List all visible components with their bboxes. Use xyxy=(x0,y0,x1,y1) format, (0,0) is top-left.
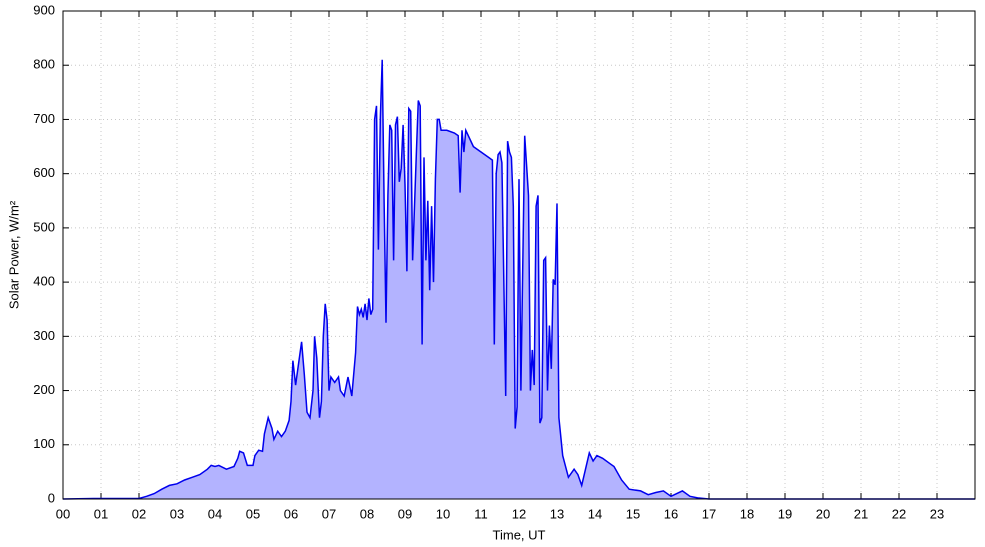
y-tick-label: 300 xyxy=(33,328,55,343)
x-tick-label: 12 xyxy=(512,506,526,521)
x-axis-label: Time, UT xyxy=(493,527,546,542)
x-tick-label: 21 xyxy=(854,506,868,521)
x-tick-label: 10 xyxy=(436,506,450,521)
area-line xyxy=(62,59,975,500)
x-tick-label: 22 xyxy=(892,506,906,521)
x-tick-label: 01 xyxy=(94,506,108,521)
y-tick-label: 700 xyxy=(33,111,55,126)
x-tick-label: 14 xyxy=(588,506,602,521)
x-tick-label: 18 xyxy=(740,506,754,521)
x-tick-label: 07 xyxy=(322,506,336,521)
x-tick-label: 13 xyxy=(550,506,564,521)
y-tick-label: 0 xyxy=(48,490,55,505)
x-tick-label: 04 xyxy=(208,506,222,521)
x-tick-label: 02 xyxy=(132,506,146,521)
x-tick-label: 06 xyxy=(284,506,298,521)
x-tick-label: 03 xyxy=(170,506,184,521)
y-tick-label: 200 xyxy=(33,382,55,397)
x-tick-label: 11 xyxy=(474,506,488,521)
y-tick-label: 400 xyxy=(33,274,55,289)
x-tick-label: 20 xyxy=(816,506,830,521)
x-tick-label: 08 xyxy=(360,506,374,521)
x-tick-label: 09 xyxy=(398,506,412,521)
y-axis-label: Solar Power, W/m² xyxy=(6,200,21,309)
x-tick-label: 17 xyxy=(702,506,716,521)
x-tick-label: 19 xyxy=(778,506,792,521)
x-tick-label: 05 xyxy=(246,506,260,521)
x-tick-label: 15 xyxy=(626,506,640,521)
x-tick-label: 23 xyxy=(930,506,944,521)
area-fill xyxy=(63,59,975,500)
y-tick-label: 600 xyxy=(33,165,55,180)
y-tick-label: 100 xyxy=(33,436,55,451)
x-tick-label: 16 xyxy=(664,506,678,521)
x-tick-label: 00 xyxy=(56,506,70,521)
y-tick-label: 500 xyxy=(33,219,55,234)
y-tick-label: 800 xyxy=(33,57,55,72)
y-tick-label: 900 xyxy=(33,2,55,17)
plot-frame xyxy=(62,10,976,500)
